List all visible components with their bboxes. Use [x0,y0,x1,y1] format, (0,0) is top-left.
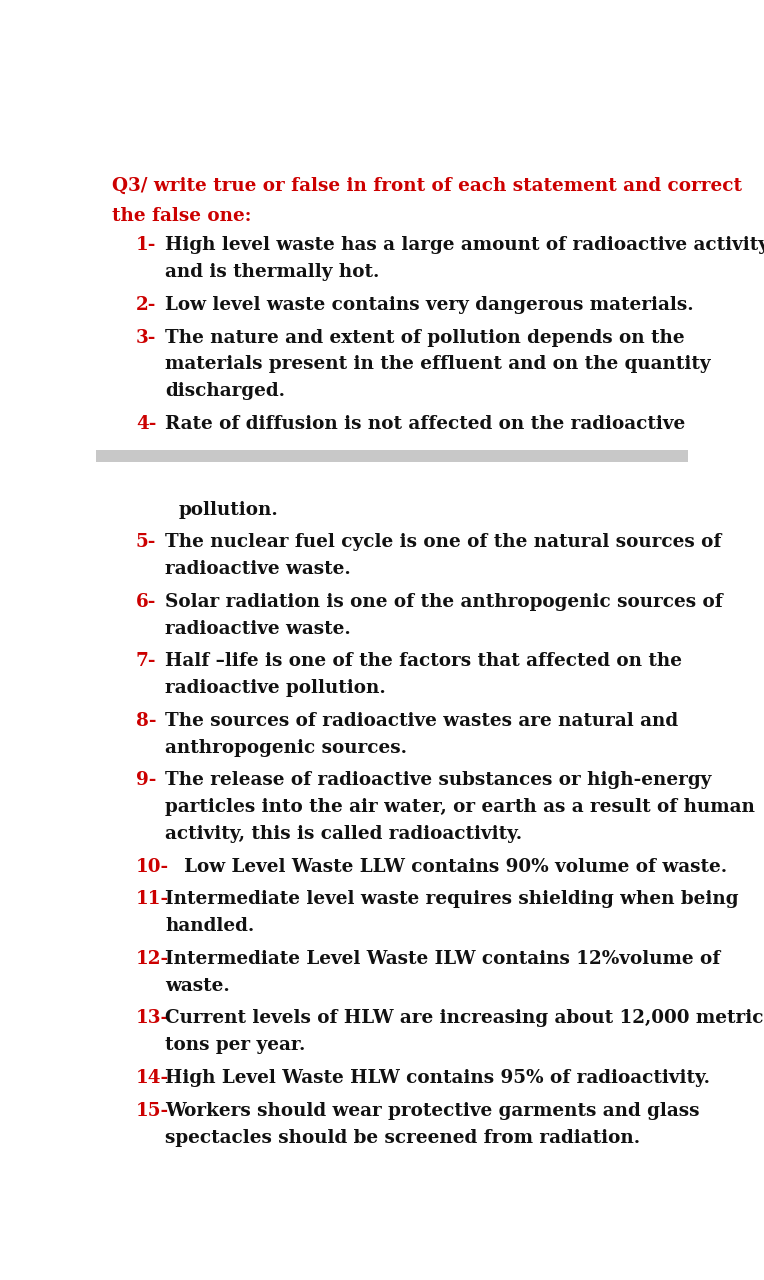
Text: 10-: 10- [136,858,169,876]
Text: 1-: 1- [136,237,156,255]
Text: The nature and extent of pollution depends on the: The nature and extent of pollution depen… [165,329,685,347]
Text: 9-: 9- [136,772,156,790]
Text: 14-: 14- [136,1069,169,1087]
Text: Solar radiation is one of the anthropogenic sources of: Solar radiation is one of the anthropoge… [165,593,723,611]
Text: handled.: handled. [165,918,254,936]
Bar [96,451,688,462]
Text: The nuclear fuel cycle is one of the natural sources of: The nuclear fuel cycle is one of the nat… [165,534,722,552]
Text: Q3/ write true or false in front of each statement and correct: Q3/ write true or false in front of each… [112,177,742,196]
Text: spectacles should be screened from radiation.: spectacles should be screened from radia… [165,1129,640,1147]
Text: 2-: 2- [136,296,156,314]
Text: radioactive waste.: radioactive waste. [165,561,351,579]
Text: 12-: 12- [136,950,169,968]
Text: the false one:: the false one: [112,207,251,225]
Text: High Level Waste HLW contains 95% of radioactivity.: High Level Waste HLW contains 95% of rad… [165,1069,711,1087]
Text: Low level waste contains very dangerous materials.: Low level waste contains very dangerous … [165,296,694,314]
Text: activity, this is called radioactivity.: activity, this is called radioactivity. [165,826,523,844]
Text: radioactive waste.: radioactive waste. [165,620,351,637]
Text: anthropogenic sources.: anthropogenic sources. [165,739,407,756]
Text: materials present in the effluent and on the quantity: materials present in the effluent and on… [165,356,711,374]
Text: 4-: 4- [136,415,156,433]
Text: Low Level Waste LLW contains 90% volume of waste.: Low Level Waste LLW contains 90% volume … [165,858,727,876]
Text: 6-: 6- [136,593,156,611]
Text: 13-: 13- [136,1010,169,1028]
Text: High level waste has a large amount of radioactive activity: High level waste has a large amount of r… [165,237,764,255]
Text: discharged.: discharged. [165,383,286,401]
Text: tons per year.: tons per year. [165,1037,306,1055]
Text: Intermediate level waste requires shielding when being: Intermediate level waste requires shield… [165,891,739,909]
Text: waste.: waste. [165,977,230,995]
Text: 8-: 8- [136,712,157,730]
Text: 5-: 5- [136,534,156,552]
Text: Current levels of HLW are increasing about 12,000 metric: Current levels of HLW are increasing abo… [165,1010,764,1028]
Text: 3-: 3- [136,329,156,347]
Text: Intermediate Level Waste ILW contains 12%volume of: Intermediate Level Waste ILW contains 12… [165,950,720,968]
Text: Half –life is one of the factors that affected on the: Half –life is one of the factors that af… [165,653,682,671]
Text: 7-: 7- [136,653,157,671]
Text: 15-: 15- [136,1102,169,1120]
Text: The release of radioactive substances or high-energy: The release of radioactive substances or… [165,772,712,790]
Text: radioactive pollution.: radioactive pollution. [165,680,386,698]
Text: Workers should wear protective garments and glass: Workers should wear protective garments … [165,1102,700,1120]
Text: Rate of diffusion is not affected on the radioactive: Rate of diffusion is not affected on the… [165,415,685,433]
Text: pollution.: pollution. [179,500,278,518]
Text: The sources of radioactive wastes are natural and: The sources of radioactive wastes are na… [165,712,678,730]
Text: 11-: 11- [136,891,169,909]
Text: and is thermally hot.: and is thermally hot. [165,264,380,282]
Text: particles into the air water, or earth as a result of human: particles into the air water, or earth a… [165,799,756,817]
